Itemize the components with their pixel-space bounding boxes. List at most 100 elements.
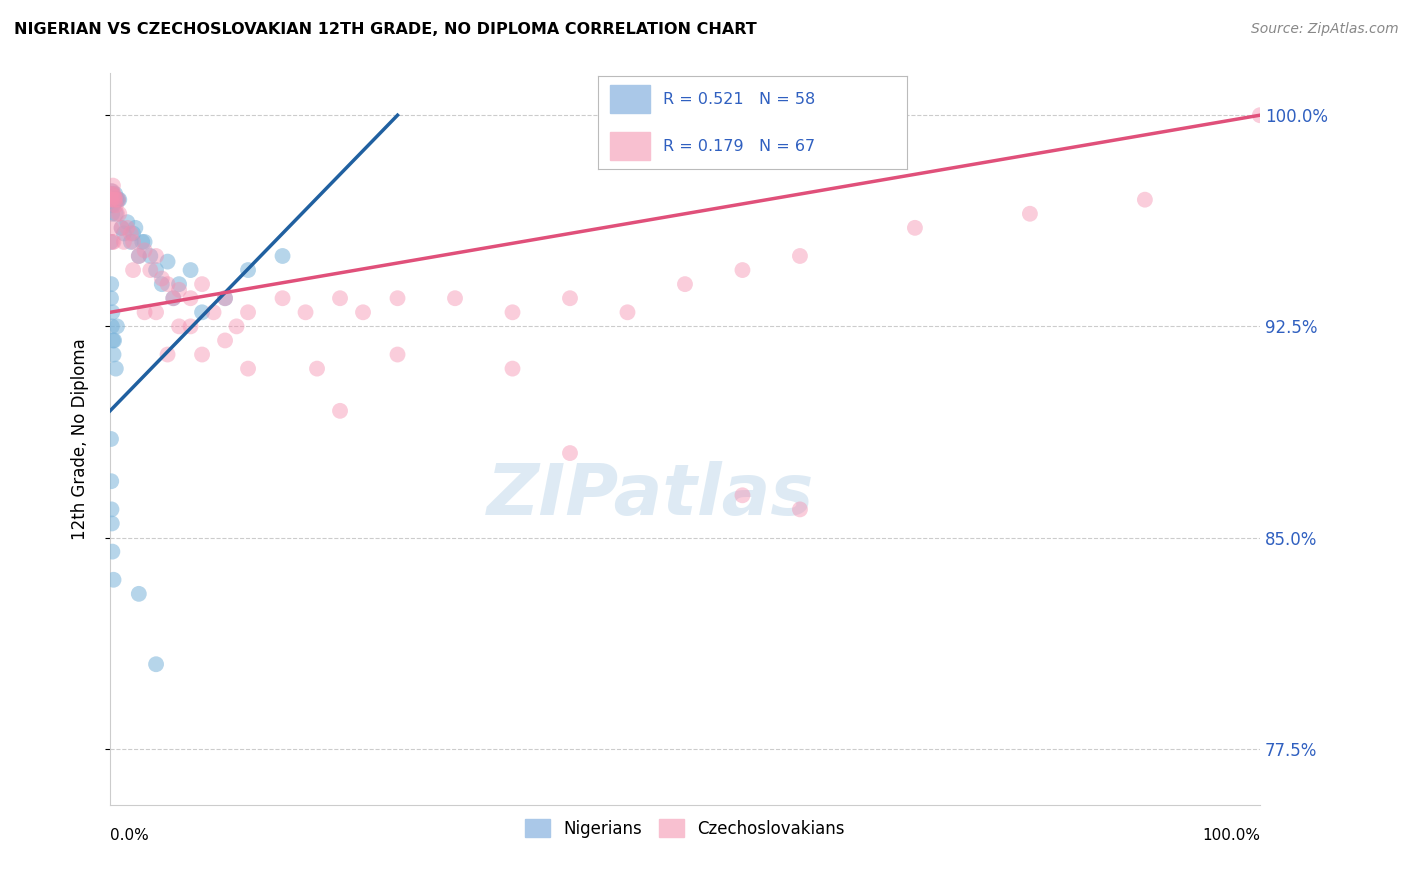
Point	[128, 249, 150, 263]
Point	[100, 193, 122, 207]
Point	[104, 195, 127, 210]
Point	[100, 277, 122, 292]
Point	[117, 220, 139, 235]
Point	[101, 334, 124, 348]
Point	[502, 361, 524, 376]
Point	[110, 220, 132, 235]
Point	[236, 361, 259, 376]
Point	[180, 291, 202, 305]
Point	[103, 573, 125, 587]
Point	[103, 235, 125, 249]
Point	[101, 187, 124, 202]
Point	[904, 220, 927, 235]
Point	[112, 227, 135, 241]
Point	[103, 193, 125, 207]
Point	[101, 207, 124, 221]
Text: Source: ZipAtlas.com: Source: ZipAtlas.com	[1251, 22, 1399, 37]
Point	[616, 305, 638, 319]
Bar	[610, 85, 650, 113]
Point	[105, 319, 128, 334]
Point	[167, 319, 190, 334]
Point	[150, 277, 173, 292]
Point	[101, 193, 124, 207]
Point	[145, 263, 167, 277]
Text: 0.0%: 0.0%	[110, 828, 149, 843]
Point	[103, 334, 125, 348]
Point	[156, 254, 179, 268]
Point	[156, 347, 179, 361]
Point	[100, 432, 122, 446]
Point	[101, 516, 124, 531]
Point	[1249, 108, 1271, 122]
Point	[167, 283, 190, 297]
Text: NIGERIAN VS CZECHOSLOVAKIAN 12TH GRADE, NO DIPLOMA CORRELATION CHART: NIGERIAN VS CZECHOSLOVAKIAN 12TH GRADE, …	[14, 22, 756, 37]
Point	[180, 319, 202, 334]
Point	[134, 305, 156, 319]
Point	[789, 249, 811, 263]
Text: R = 0.179   N = 67: R = 0.179 N = 67	[662, 138, 814, 153]
Point	[117, 215, 139, 229]
Text: 100.0%: 100.0%	[1202, 828, 1260, 843]
Point	[101, 184, 124, 198]
Point	[502, 305, 524, 319]
Point	[145, 249, 167, 263]
Point	[150, 271, 173, 285]
Point	[103, 347, 125, 361]
Point	[156, 277, 179, 292]
Point	[100, 187, 122, 202]
Point	[387, 291, 409, 305]
Point	[100, 193, 122, 207]
Point	[329, 291, 352, 305]
Point	[103, 193, 125, 207]
Point	[101, 319, 124, 334]
Point	[101, 305, 124, 319]
Point	[101, 178, 124, 193]
Point	[100, 198, 122, 212]
Point	[1133, 193, 1156, 207]
Point	[139, 263, 162, 277]
Point	[558, 446, 581, 460]
Point	[107, 193, 129, 207]
Point	[105, 193, 128, 207]
Point	[214, 334, 236, 348]
Point	[162, 291, 184, 305]
Point	[731, 263, 754, 277]
Point	[103, 187, 125, 202]
Point	[101, 193, 124, 207]
Point	[214, 291, 236, 305]
Point	[789, 502, 811, 516]
Point	[100, 474, 122, 488]
Point	[191, 277, 214, 292]
Point	[731, 488, 754, 502]
Point	[167, 277, 190, 292]
Point	[191, 305, 214, 319]
Point	[329, 404, 352, 418]
Point	[101, 190, 124, 204]
Point	[104, 361, 127, 376]
Text: ZIPatlas: ZIPatlas	[486, 461, 814, 530]
Point	[180, 263, 202, 277]
Point	[1019, 207, 1042, 221]
Point	[100, 220, 122, 235]
Point	[100, 193, 122, 207]
Point	[101, 235, 124, 249]
Legend: Nigerians, Czechoslovakians: Nigerians, Czechoslovakians	[519, 813, 852, 844]
Point	[103, 198, 125, 212]
Point	[122, 227, 145, 241]
Point	[294, 305, 316, 319]
Point	[104, 190, 127, 204]
Point	[122, 263, 145, 277]
Point	[104, 193, 127, 207]
Point	[104, 198, 127, 212]
Point	[100, 187, 122, 202]
Point	[104, 187, 127, 202]
Point	[120, 235, 142, 249]
Point	[107, 193, 129, 207]
Point	[100, 291, 122, 305]
Point	[101, 544, 124, 558]
Point	[271, 291, 294, 305]
Point	[191, 347, 214, 361]
Point	[134, 244, 156, 258]
Point	[225, 319, 247, 334]
Point	[162, 291, 184, 305]
